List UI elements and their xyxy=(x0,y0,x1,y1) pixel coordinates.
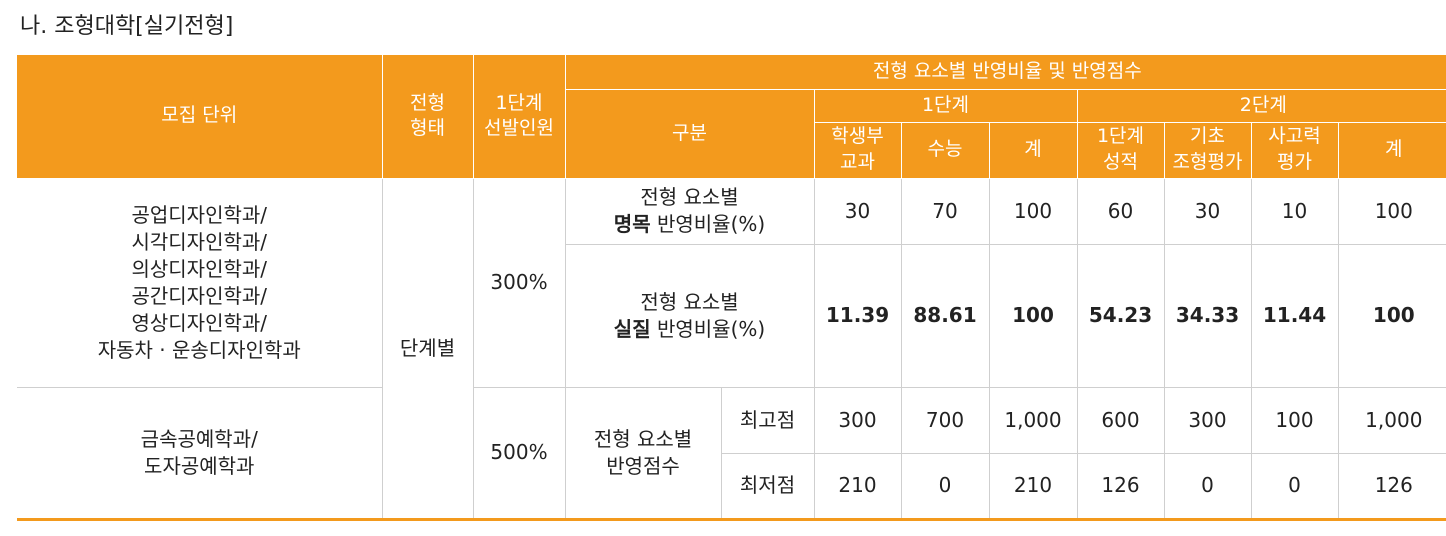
admission-table: 모집 단위 전형 형태 1단계 선발인원 전형 요소별 반영비율 및 반영점수 … xyxy=(17,55,1446,521)
table-cell: 100 xyxy=(988,243,1078,388)
table-cell: 34.33 xyxy=(1163,243,1252,388)
table-cell: 100 xyxy=(1337,177,1446,245)
selection-value: 500% xyxy=(472,386,566,520)
table-cell: 0 xyxy=(1250,452,1339,520)
table-cell: 30 xyxy=(813,177,902,245)
header-col: 사고력 평가 xyxy=(1250,121,1339,179)
unit-list: 금속공예학과/ 도자공예학과 xyxy=(17,386,383,520)
header-type: 전형 형태 xyxy=(381,55,474,179)
table-cell: 100 xyxy=(988,177,1078,245)
row-label-emphasis: 명목 xyxy=(613,212,651,236)
table-cell: 54.23 xyxy=(1076,243,1165,388)
header-col: 계 xyxy=(988,121,1078,179)
header-stage2: 2단계 xyxy=(1076,88,1446,123)
table-cell: 600 xyxy=(1076,386,1165,454)
unit-list: 공업디자인학과/ 시각디자인학과/ 의상디자인학과/ 공간디자인학과/ 영상디자… xyxy=(17,177,383,388)
table-cell: 210 xyxy=(988,452,1078,520)
header-selection: 1단계 선발인원 xyxy=(472,55,566,179)
row-label-line: 전형 요소별 xyxy=(640,289,739,314)
type-value: 단계별 xyxy=(381,177,474,520)
row-label-line: 반영비율(%) xyxy=(650,212,766,236)
table-cell: 60 xyxy=(1076,177,1165,245)
table-cell: 1,000 xyxy=(1337,386,1446,454)
row-label-emphasis: 실질 xyxy=(613,316,651,341)
table-row: 금속공예학과/ 도자공예학과 500% 전형 요소별 반영점수 최고점 300 … xyxy=(17,386,1446,520)
table-row: 최저점 210 0 210 126 0 0 126 xyxy=(17,452,1446,520)
row-label-max: 최고점 xyxy=(720,386,815,454)
table-cell: 100 xyxy=(1250,386,1339,454)
table-row: 공업디자인학과/ 시각디자인학과/ 의상디자인학과/ 공간디자인학과/ 영상디자… xyxy=(17,177,1446,520)
row-label-line: 반영비율(%) xyxy=(650,316,766,341)
row-label-actual: 전형 요소별 실질 반영비율(%) xyxy=(565,243,815,388)
table-cell: 11.44 xyxy=(1250,243,1339,388)
row-label-min: 최저점 xyxy=(721,452,815,520)
page-title: 나. 조형대학[실기전형] xyxy=(20,14,234,39)
table-cell: 126 xyxy=(1337,452,1446,520)
selection-value: 300% xyxy=(472,177,566,388)
row-label-score: 전형 요소별 반영점수 xyxy=(564,386,722,520)
table-cell: 700 xyxy=(900,386,990,454)
header-col: 1단계 성적 xyxy=(1076,121,1165,179)
header-category: 구분 xyxy=(565,88,815,179)
header-col: 수능 xyxy=(900,121,990,179)
table-cell: 0 xyxy=(1163,452,1252,520)
table-row: 전형 요소별 실질 반영비율(%) 11.39 88.61 100 54.23 3… xyxy=(17,243,1446,388)
table-cell: 1,000 xyxy=(988,386,1078,454)
table-cell: 100 xyxy=(1337,243,1446,388)
table-cell: 0 xyxy=(900,452,990,520)
table-cell: 10 xyxy=(1250,177,1339,245)
table-cell: 126 xyxy=(1076,452,1165,520)
header-col: 계 xyxy=(1337,121,1446,179)
table-cell: 30 xyxy=(1163,177,1252,245)
table-cell: 300 xyxy=(1163,386,1252,454)
table-cell: 300 xyxy=(813,386,902,454)
row-label-line: 전형 요소별 xyxy=(640,185,739,209)
table-cell: 88.61 xyxy=(900,243,990,388)
table-cell: 210 xyxy=(813,452,902,520)
header-group: 전형 요소별 반영비율 및 반영점수 xyxy=(564,55,1446,90)
table-cell: 11.39 xyxy=(813,243,902,388)
header-col: 기초 조형평가 xyxy=(1163,121,1252,179)
header-unit: 모집 단위 xyxy=(17,55,383,179)
header-stage1: 1단계 xyxy=(813,88,1078,123)
table-cell: 70 xyxy=(900,177,990,245)
header-col: 학생부 교과 xyxy=(814,121,902,179)
